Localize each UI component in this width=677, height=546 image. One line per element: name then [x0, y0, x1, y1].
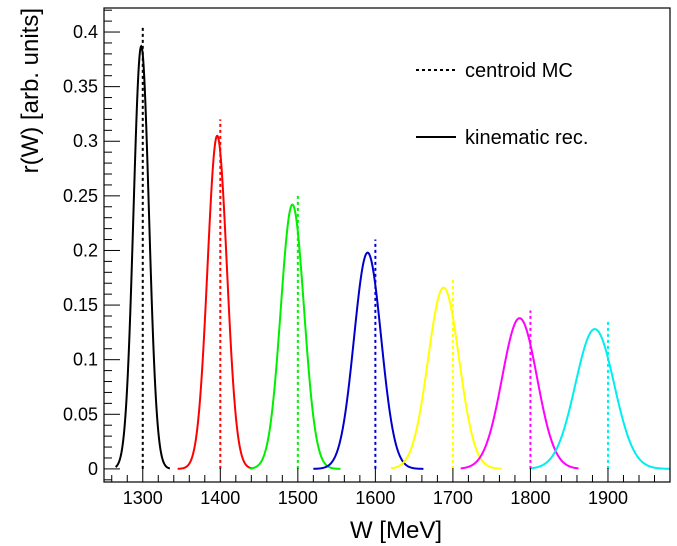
y-axis: 0 0.05 0.1 0.15 0.2 0.25 0.3 0.35 0.4	[63, 9, 120, 481]
plot-frame	[103, 7, 671, 483]
x-tick-label: 1500	[278, 488, 318, 508]
series-curve-1	[177, 134, 254, 470]
series-curve-2	[249, 203, 341, 470]
y-tick-label: 0.05	[63, 404, 98, 424]
legend-label-kinematic-rec: kinematic rec.	[465, 127, 588, 149]
series-curve-4	[390, 286, 502, 470]
x-tick-label: 1700	[433, 488, 473, 508]
legend-label-centroid-mc: centroid MC	[465, 60, 573, 82]
legend: centroid MC kinematic rec.	[416, 60, 588, 149]
x-tick-label: 1800	[510, 488, 550, 508]
y-tick-label: 0.4	[73, 22, 98, 42]
y-tick-label: 0.35	[63, 77, 98, 97]
x-axis: 1300 1400 1500 1600 1700 1800 1900	[111, 468, 671, 508]
series-curve-3	[313, 251, 424, 470]
x-tick-label: 1400	[200, 488, 240, 508]
curves-layer	[114, 44, 671, 470]
x-axis-title: W [MeV]	[350, 517, 442, 544]
y-tick-label: 0	[88, 459, 98, 479]
x-tick-label: 1600	[355, 488, 395, 508]
x-tick-label: 1300	[123, 488, 163, 508]
x-tick-label: 1900	[588, 488, 628, 508]
y-tick-label: 0.2	[73, 240, 98, 260]
series-curve-6	[530, 328, 671, 470]
centroid-markers-layer	[141, 26, 609, 469]
y-axis-title: r(W) [arb. units]	[17, 8, 44, 173]
y-tick-label: 0.3	[73, 131, 98, 151]
y-tick-label: 0.1	[73, 350, 98, 370]
series-curve-5	[460, 317, 579, 470]
y-tick-label: 0.25	[63, 186, 98, 206]
y-tick-label: 0.15	[63, 295, 98, 315]
